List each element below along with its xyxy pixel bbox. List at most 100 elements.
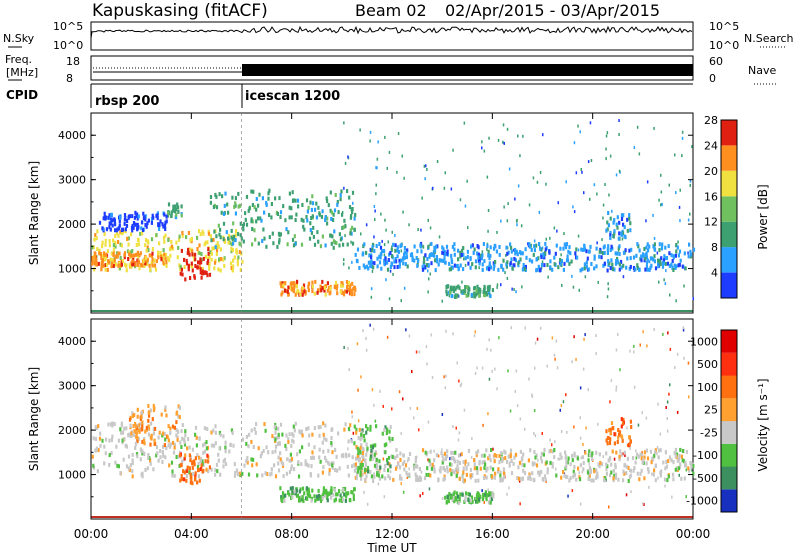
echo-cell	[327, 448, 330, 453]
echo-cell	[191, 447, 194, 452]
echo-speckle	[429, 272, 431, 276]
echo-cell	[383, 427, 386, 432]
echo-cell	[579, 268, 582, 273]
echo-cell	[483, 465, 486, 470]
echo-cell	[674, 454, 677, 459]
echo-cell	[682, 459, 686, 464]
echo-cell	[607, 436, 610, 440]
echo-speckle	[629, 447, 631, 450]
echo-cell	[444, 260, 447, 265]
echo-cell	[288, 432, 291, 437]
echo-cell	[230, 428, 233, 433]
echo-cell	[507, 454, 510, 459]
echo-cell	[364, 477, 367, 482]
echo-speckle	[487, 412, 489, 416]
echo-cell	[250, 189, 253, 194]
echo-cell	[239, 242, 242, 247]
velocity-colorbar-label: Velocity [m s⁻¹]	[756, 378, 770, 471]
echo-speckle	[369, 130, 372, 134]
echo-cell	[306, 496, 309, 501]
echo-speckle	[549, 236, 551, 240]
echo-cell	[559, 452, 562, 457]
echo-cell	[420, 249, 423, 254]
echo-cell	[326, 288, 329, 293]
echo-cell	[180, 204, 183, 209]
echo-speckle	[554, 357, 556, 361]
echo-cell	[185, 469, 189, 474]
echo-cell	[487, 456, 490, 461]
echo-cell	[281, 498, 284, 503]
echo-cell	[525, 255, 528, 260]
echo-speckle	[605, 157, 607, 161]
echo-cell	[110, 261, 114, 266]
beam-label: Beam 02	[355, 1, 427, 20]
echo-cell	[208, 272, 212, 277]
echo-cell	[654, 266, 658, 271]
echo-cell	[151, 417, 154, 422]
echo-cell	[645, 255, 648, 260]
echo-cell	[251, 203, 254, 207]
echo-cell	[676, 245, 679, 250]
echo-speckle	[481, 140, 483, 144]
echo-cell	[232, 221, 235, 226]
echo-speckle	[691, 145, 693, 149]
echo-speckle	[519, 502, 521, 506]
echo-speckle	[505, 253, 507, 257]
echo-cell	[183, 442, 187, 447]
echo-cell	[353, 292, 356, 297]
echo-speckle	[455, 426, 457, 430]
echo-cell	[204, 254, 207, 259]
echo-speckle	[519, 154, 521, 158]
echo-cell	[395, 259, 398, 264]
echo-cell	[453, 252, 456, 257]
echo-cell	[464, 495, 467, 500]
echo-cell	[144, 238, 148, 242]
echo-cell	[212, 237, 215, 242]
echo-cell	[595, 264, 598, 269]
echo-cell	[606, 220, 609, 225]
echo-cell	[606, 251, 609, 255]
echo-cell	[282, 204, 285, 209]
echo-speckle	[444, 386, 447, 390]
echo-cell	[659, 470, 662, 475]
echo-speckle	[583, 191, 585, 195]
echo-cell	[361, 462, 364, 467]
echo-speckle	[486, 247, 488, 251]
echo-speckle	[582, 443, 584, 446]
echo-cell	[103, 444, 106, 449]
echo-cell	[289, 452, 292, 457]
echo-cell	[596, 471, 599, 476]
echo-cell	[620, 424, 623, 429]
echo-cell	[560, 455, 563, 460]
echo-speckle	[531, 395, 534, 398]
echo-cell	[478, 261, 481, 266]
echo-speckle	[660, 203, 662, 207]
echo-cell	[302, 499, 305, 503]
echo-cell	[159, 250, 162, 255]
echo-cell	[157, 458, 160, 463]
echo-cell	[593, 469, 596, 474]
echo-cell	[476, 291, 479, 296]
echo-cell	[321, 470, 324, 475]
echo-cell	[191, 465, 194, 470]
echo-cell	[153, 258, 156, 263]
echo-cell	[467, 492, 470, 497]
echo-speckle	[524, 326, 526, 330]
echo-speckle	[417, 228, 419, 231]
echo-speckle	[473, 334, 476, 338]
echo-cell	[353, 424, 356, 429]
echo-cell	[540, 247, 543, 252]
echo-cell	[162, 453, 165, 458]
echo-speckle	[675, 299, 677, 303]
echo-cell	[150, 237, 154, 242]
echo-cell	[531, 461, 534, 466]
echo-cell	[603, 261, 606, 266]
echo-cell	[450, 472, 453, 477]
echo-cell	[183, 470, 186, 475]
echo-speckle	[596, 192, 598, 196]
echo-speckle	[545, 237, 547, 241]
echo-speckle	[492, 447, 494, 451]
echo-cell	[215, 234, 218, 239]
echo-cell	[313, 242, 317, 247]
echo-cell	[506, 251, 509, 256]
